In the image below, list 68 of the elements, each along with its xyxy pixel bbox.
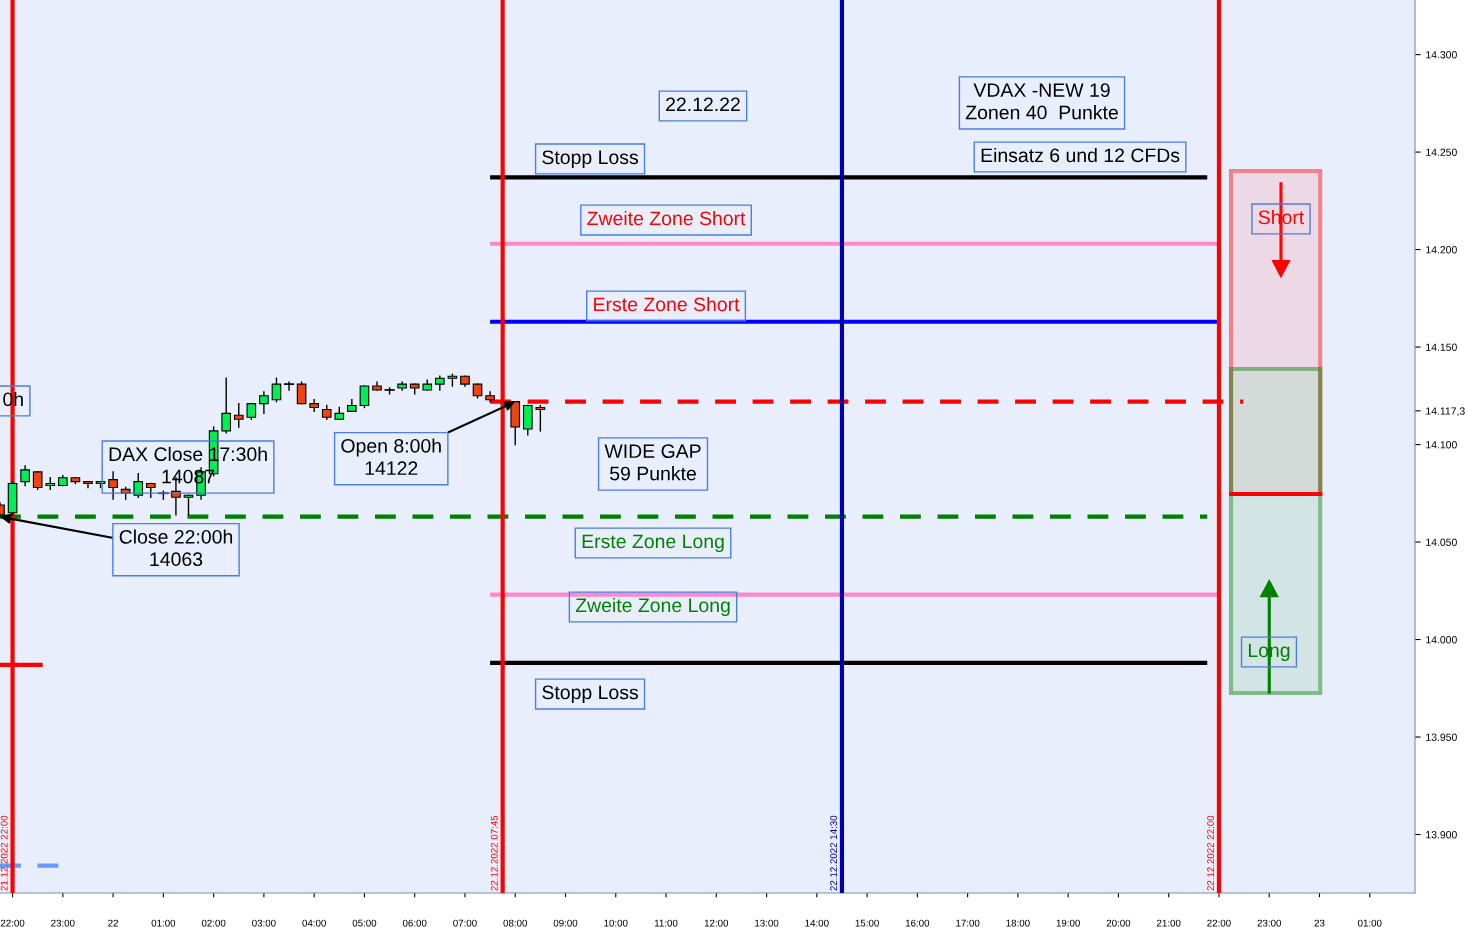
y-tick-label: 14.117,3	[1426, 407, 1465, 416]
candlestick	[522, 404, 533, 436]
x-tick-label: 04:00	[302, 919, 326, 927]
x-tick-label: 03:00	[252, 919, 276, 927]
candlestick	[83, 480, 93, 489]
annotation: Zweite Zone Long	[575, 597, 730, 617]
y-tick-label: 14.250	[1426, 148, 1457, 156]
x-tick-label: 16:00	[905, 919, 930, 927]
annotation: Close 22:00h 14063	[119, 529, 233, 567]
x-tick-label: 08:00	[503, 919, 528, 927]
y-tick-label: 14.200	[1426, 246, 1457, 254]
x-tick-label: 09:00	[553, 919, 578, 927]
annotation: Erste Zone Short	[594, 296, 740, 312]
x-tick-label: 02:00	[201, 919, 226, 927]
x-tick-label: 22:00	[0, 919, 25, 927]
x-tick-label: 23:00	[51, 919, 75, 927]
y-tick-label: 13.900	[1426, 831, 1457, 839]
x-tick-label: 21:00	[1157, 919, 1181, 927]
x-tick-label: 23:00	[1257, 919, 1282, 927]
ref-line-label: 22.12.2022 14:30	[830, 815, 838, 891]
annotation: Open 8:00h 14122	[341, 438, 441, 475]
annotation: 22.12.22	[666, 97, 740, 112]
x-tick-label: 10:00	[604, 919, 628, 927]
x-tick-label: 20:00	[1106, 919, 1131, 927]
x-tick-label: 01:00	[151, 919, 176, 927]
annotation: Stopp Loss	[542, 685, 638, 704]
x-tick-label: 05:00	[352, 919, 377, 927]
ref-line-label: 21.12.2022 22:00	[0, 815, 8, 891]
candlestick	[359, 385, 370, 409]
candlestick	[221, 377, 232, 434]
candlestick	[108, 471, 118, 500]
y-tick-label: 14.100	[1426, 441, 1457, 449]
candlestick	[271, 377, 282, 403]
candlestick	[233, 402, 244, 428]
y-tick-label: 14.300	[1426, 51, 1457, 59]
x-tick-label: 17:00	[956, 919, 980, 927]
candlestick	[283, 381, 295, 391]
annotation: VDAX -NEW 19 Zonen 40 Punkte	[965, 83, 1118, 120]
ref-line-label: 22.12.2022 07:45	[490, 815, 498, 891]
x-tick-label: 12:00	[704, 919, 729, 927]
candlestick	[535, 404, 546, 432]
x-tick-label: 23	[1314, 919, 1325, 927]
y-tick-label: 14.050	[1426, 538, 1457, 546]
annotation: Einsatz 6 und 12 CFDs	[981, 147, 1180, 163]
x-tick-label: 13:00	[755, 919, 779, 927]
annotation: WIDE GAP 59 Punkte	[604, 444, 701, 481]
y-tick-label: 14.150	[1426, 343, 1457, 351]
x-tick-label: 19:00	[1056, 919, 1080, 927]
x-tick-label: 01:00	[1357, 919, 1382, 927]
x-tick-label: 18:00	[1006, 919, 1030, 927]
annotation: Stopp Loss	[542, 150, 638, 169]
candlestick	[296, 381, 307, 405]
y-tick-label: 14.000	[1426, 636, 1457, 644]
candlestick	[259, 391, 269, 415]
candlestick	[20, 465, 30, 487]
x-tick-label: 11:00	[654, 919, 678, 927]
x-tick-label: 14:00	[805, 919, 829, 927]
x-tick-label: 06:00	[402, 919, 427, 927]
x-tick-label: 07:00	[453, 919, 477, 927]
ref-line-label: 22.12.2022 22:00	[1207, 815, 1215, 891]
x-tick-label: 22:00	[1207, 919, 1231, 927]
candlestick	[309, 399, 319, 413]
x-tick-label: 22	[108, 919, 119, 927]
annotation: Zweite Zone Short	[587, 210, 746, 226]
x-tick-label: 15:00	[855, 919, 879, 927]
y-tick-label: 13.950	[1426, 733, 1457, 741]
annotation: Erste Zone Long	[582, 534, 724, 553]
candlestick	[183, 494, 194, 516]
